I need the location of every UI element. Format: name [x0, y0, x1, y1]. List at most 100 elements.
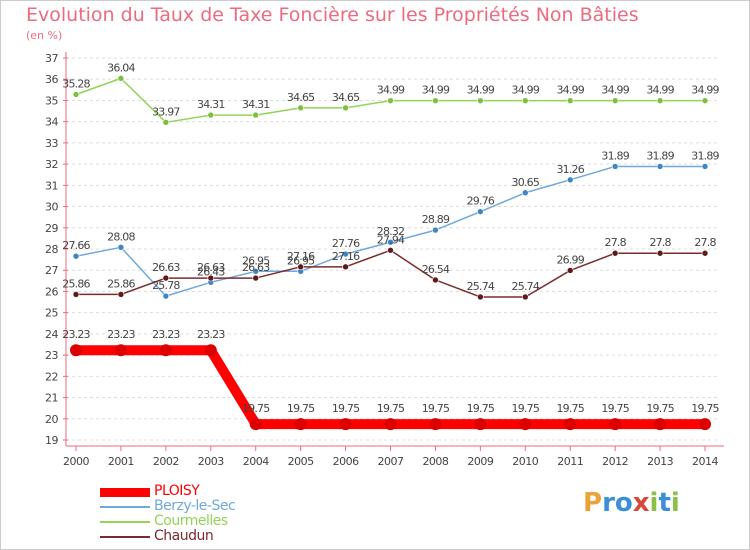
data-label: 23.23 — [62, 328, 90, 341]
data-point — [252, 111, 260, 119]
data-point — [609, 418, 622, 431]
logo-letter: i — [649, 488, 659, 518]
data-point — [387, 97, 394, 104]
x-tick-label: 2012 — [602, 455, 628, 468]
data-label: 31.89 — [601, 149, 629, 162]
data-label: 27.76 — [332, 237, 360, 250]
y-tick-label: 33 — [45, 137, 58, 150]
x-tick-label: 2002 — [153, 455, 179, 468]
x-tick-label: 2009 — [467, 455, 493, 468]
series-chaudun: 25.86 25.86 26.63 26.63 26.63 27.16 27.16 27.94… — [62, 233, 717, 301]
data-point — [521, 293, 529, 301]
data-label: 27.16 — [287, 250, 315, 263]
data-point — [611, 97, 619, 104]
y-tick-label: 29 — [45, 222, 58, 235]
data-label: 36.04 — [107, 61, 135, 74]
y-tick-label: 26 — [45, 285, 58, 298]
data-point — [204, 344, 217, 357]
y-tick-label: 35 — [45, 94, 58, 107]
y-tick-label: 19 — [45, 434, 58, 447]
data-point — [656, 163, 664, 170]
data-point — [70, 344, 82, 357]
data-label: 27.66 — [62, 239, 90, 252]
y-grid: 19 20 21 22 23 24 25 26 27 28 29 30 31 32 33 34 35 36 37 — [45, 52, 720, 447]
data-label: 27.8 — [649, 236, 671, 249]
data-label: 28.32 — [377, 225, 405, 238]
data-point — [656, 97, 664, 104]
logo-letter: r — [602, 488, 615, 518]
data-point — [387, 246, 394, 254]
data-label: 34.65 — [287, 91, 315, 104]
legend-swatch — [100, 487, 150, 497]
data-point — [342, 104, 349, 112]
data-point — [519, 418, 532, 431]
data-point — [611, 249, 619, 257]
data-point — [477, 293, 484, 301]
data-point — [252, 274, 260, 282]
logo-letter: x — [632, 488, 650, 518]
legend-label: PLOISY — [154, 483, 200, 499]
data-label: 19.75 — [512, 402, 540, 415]
data-label: 31.89 — [691, 149, 719, 162]
y-tick-label: 36 — [45, 73, 58, 86]
data-label: 26.54 — [422, 263, 450, 276]
x-tick-label: 2000 — [63, 455, 89, 468]
data-label: 19.75 — [467, 402, 495, 415]
data-label: 19.75 — [691, 402, 719, 415]
y-tick-label: 30 — [45, 201, 58, 214]
x-tick-label: 2013 — [647, 455, 673, 468]
data-label: 28.89 — [422, 213, 450, 226]
data-point — [611, 163, 619, 170]
y-tick-label: 23 — [45, 349, 58, 362]
data-label: 27.94 — [377, 233, 405, 246]
data-point — [701, 163, 709, 170]
x-tick-label: 2006 — [333, 455, 359, 468]
data-point — [72, 252, 80, 260]
data-point — [117, 75, 125, 82]
data-point — [72, 291, 80, 298]
data-point — [162, 119, 170, 126]
data-point — [566, 176, 574, 184]
y-tick-label: 37 — [45, 52, 58, 65]
data-label: 34.65 — [332, 91, 360, 104]
data-point — [297, 263, 304, 271]
y-tick-label: 27 — [45, 264, 58, 277]
data-label: 34.99 — [377, 84, 405, 97]
data-point — [432, 226, 439, 234]
x-axis-labels: 2000 2001 2002 2003 2004 2005 2006 2007 2008 2009… — [63, 446, 719, 468]
data-label: 25.86 — [62, 277, 90, 290]
x-tick-label: 2008 — [422, 455, 448, 468]
x-tick-label: 2004 — [243, 455, 269, 468]
chart-subtitle: (en %) — [26, 29, 63, 42]
data-label: 26.95 — [287, 254, 315, 267]
y-tick-label: 21 — [45, 392, 58, 405]
logo-letter: i — [670, 488, 680, 518]
data-label: 33.97 — [152, 105, 180, 118]
data-label: 25.74 — [512, 280, 540, 293]
y-tick-label: 22 — [45, 370, 58, 383]
data-point — [432, 276, 439, 284]
data-label: 27.8 — [694, 236, 716, 249]
x-tick-label: 2001 — [108, 455, 134, 468]
data-label: 23.23 — [197, 328, 225, 341]
data-point — [294, 418, 307, 431]
data-label: 19.75 — [377, 402, 405, 415]
data-point — [566, 267, 574, 274]
data-label: 34.31 — [197, 98, 225, 111]
y-tick-label: 24 — [45, 328, 58, 341]
data-point — [432, 97, 439, 104]
data-label: 27.16 — [332, 250, 360, 263]
data-point — [162, 292, 170, 300]
data-label: 19.75 — [422, 402, 450, 415]
data-point — [252, 267, 260, 275]
logo-letter: o — [614, 488, 633, 518]
x-tick-label: 2014 — [692, 455, 718, 468]
y-tick-label: 31 — [45, 179, 58, 192]
data-label: 25.74 — [467, 280, 495, 293]
data-point — [162, 274, 170, 282]
data-point — [207, 274, 215, 282]
y-tick-label: 34 — [45, 116, 58, 129]
data-label: 34.99 — [691, 84, 719, 97]
data-label: 34.99 — [601, 84, 629, 97]
